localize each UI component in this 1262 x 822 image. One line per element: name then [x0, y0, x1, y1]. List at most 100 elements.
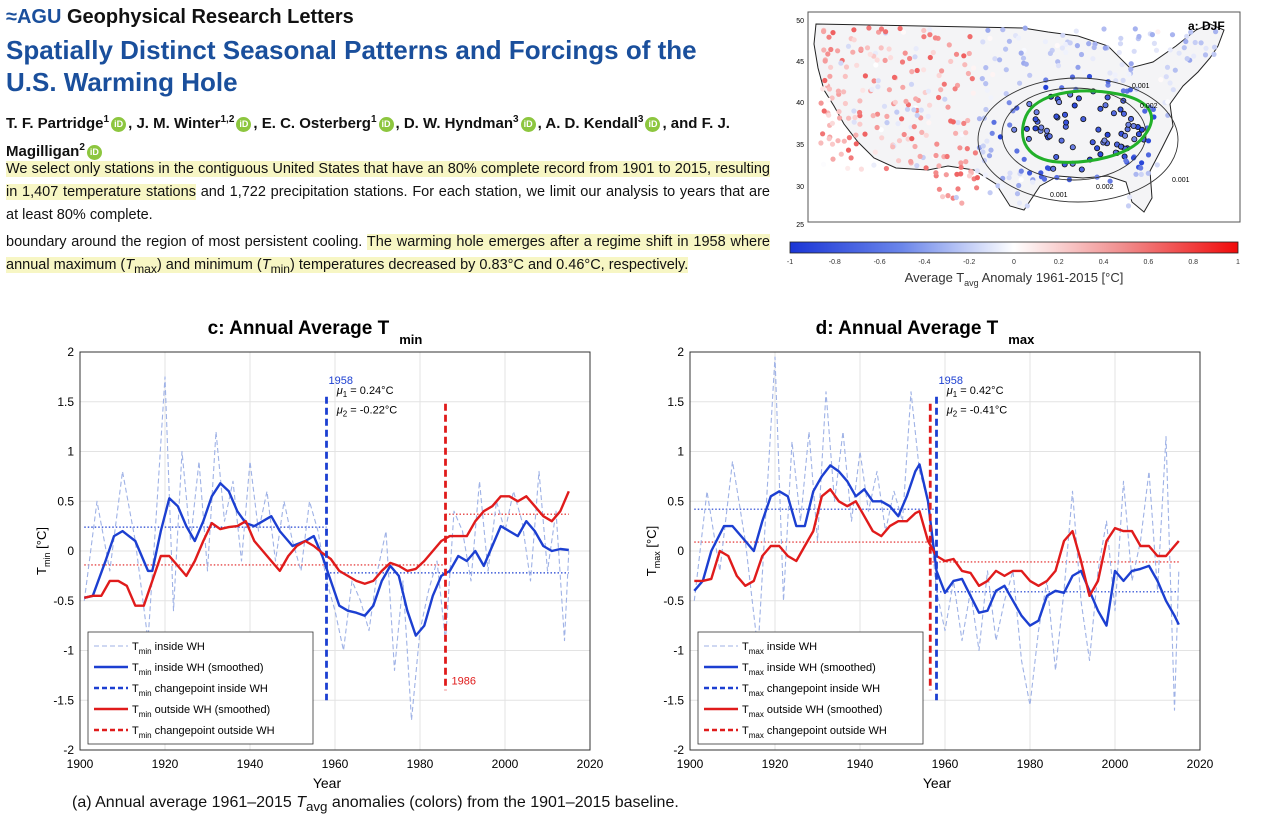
orcid-icon[interactable]: iD — [520, 116, 536, 132]
station-dot — [1149, 32, 1155, 38]
station-dot — [1151, 40, 1157, 47]
station-dot — [1127, 115, 1134, 122]
station-dot — [892, 99, 898, 105]
author-affiliation: 1 — [103, 114, 110, 125]
station-dot — [957, 145, 963, 151]
station-dot — [1211, 51, 1217, 58]
mean-annotation: μ2 = -0.22°C — [336, 405, 397, 419]
station-dot — [843, 64, 850, 70]
station-dot — [900, 84, 906, 90]
station-dot — [1074, 43, 1080, 49]
station-dot — [851, 37, 857, 43]
station-dot — [961, 120, 967, 126]
x-tick-label: 1940 — [237, 757, 264, 771]
station-dot — [1027, 72, 1033, 78]
station-dot — [874, 57, 880, 63]
chart-tmin: c: Annual Average Tmin 1900 1920 1940 1960 19… — [34, 318, 604, 791]
station-dot — [948, 58, 954, 64]
station-dot — [1046, 133, 1053, 140]
station-dot — [914, 112, 920, 118]
station-dot — [1102, 102, 1109, 109]
station-dot — [911, 107, 917, 113]
station-dot — [1071, 102, 1078, 109]
lat-tick-label: 30 — [796, 184, 804, 191]
contour-label: 0.001 — [1132, 83, 1150, 90]
station-dot — [970, 90, 976, 96]
station-dot — [881, 103, 888, 109]
contour-label: 0.001 — [1172, 177, 1190, 184]
contour-label: 0.002 — [1140, 103, 1158, 110]
changepoint-label: 1958 — [329, 375, 353, 387]
orcid-icon[interactable]: iD — [378, 116, 394, 132]
lat-tick-label: 50 — [796, 18, 804, 25]
x-tick-label: 2020 — [577, 757, 604, 771]
x-tick-label: 2020 — [1187, 757, 1214, 771]
author-name: A. D. Kendall — [545, 115, 638, 132]
station-dot — [1007, 122, 1013, 128]
x-tick-label: 1960 — [932, 757, 959, 771]
station-dot — [878, 26, 885, 32]
y-axis-label: Tmin [°C] — [34, 527, 52, 575]
station-dot — [851, 27, 857, 33]
station-dot — [991, 119, 997, 125]
author-affiliation: 1,2 — [220, 114, 235, 125]
station-dot — [952, 86, 958, 92]
author-affiliation: 3 — [513, 114, 519, 125]
legend-entry: Tmax changepoint outside WH — [742, 725, 887, 740]
author-name: T. F. Partridge — [6, 115, 104, 132]
station-dot — [945, 104, 951, 110]
y-tick-label: -1 — [673, 644, 684, 658]
x-tick-label: 2000 — [492, 757, 519, 771]
orcid-icon[interactable]: iD — [645, 116, 661, 132]
station-dot — [1154, 162, 1160, 168]
station-dot — [851, 108, 857, 114]
station-dot — [858, 166, 864, 172]
x-tick-label: 2000 — [1102, 757, 1129, 771]
colorbar-label: Average Tavg Anomaly 1961-2015 [°C] — [905, 270, 1124, 288]
station-dot — [818, 100, 824, 106]
station-dot — [1089, 139, 1096, 146]
station-dot — [1139, 160, 1145, 166]
station-dot — [923, 132, 929, 138]
station-dot — [1167, 80, 1173, 86]
station-dot — [985, 27, 991, 33]
station-dot — [878, 127, 884, 133]
station-dot — [926, 120, 932, 126]
station-dot — [883, 165, 889, 172]
station-dot — [908, 158, 914, 165]
y-tick-label: -1 — [63, 644, 74, 658]
station-dot — [912, 54, 918, 60]
station-dot — [997, 57, 1003, 63]
colorbar-tick-label: -0.4 — [918, 259, 930, 266]
legend-entry: Tmin inside WH (smoothed) — [132, 662, 264, 677]
station-dot — [1138, 165, 1144, 171]
station-dot — [854, 62, 860, 68]
journal-header: ≈AGU Geophysical Research Letters — [6, 6, 354, 29]
x-axis-label: Year — [313, 775, 342, 791]
station-dot — [914, 67, 920, 74]
legend-entry: Tmax inside WH — [742, 641, 817, 656]
orcid-icon[interactable]: iD — [86, 144, 102, 160]
station-dot — [1030, 179, 1036, 185]
station-dot — [958, 164, 964, 170]
station-dot — [911, 124, 917, 130]
plot-frame — [689, 351, 1201, 751]
station-dot — [965, 117, 971, 124]
legend-entry: Tmax inside WH (smoothed) — [742, 662, 876, 677]
station-dot — [835, 88, 841, 94]
lat-tick-label: 40 — [796, 100, 804, 107]
station-dot — [1073, 28, 1079, 34]
orcid-icon[interactable]: iD — [111, 116, 127, 132]
station-dot — [1213, 29, 1219, 35]
station-dot — [1024, 203, 1030, 209]
orcid-icon[interactable]: iD — [236, 116, 252, 132]
agu-logo-text: AGU — [16, 6, 62, 28]
station-dot — [953, 194, 959, 201]
station-dot — [990, 71, 996, 78]
excerpt-text: and 1,722 precipitation stations. For ea… — [6, 184, 770, 223]
station-dot — [1211, 44, 1218, 50]
station-dot — [822, 77, 828, 84]
station-dot — [1063, 119, 1070, 126]
chart-title: d: Annual Average Tmax — [816, 318, 1035, 347]
station-dot — [904, 106, 911, 112]
